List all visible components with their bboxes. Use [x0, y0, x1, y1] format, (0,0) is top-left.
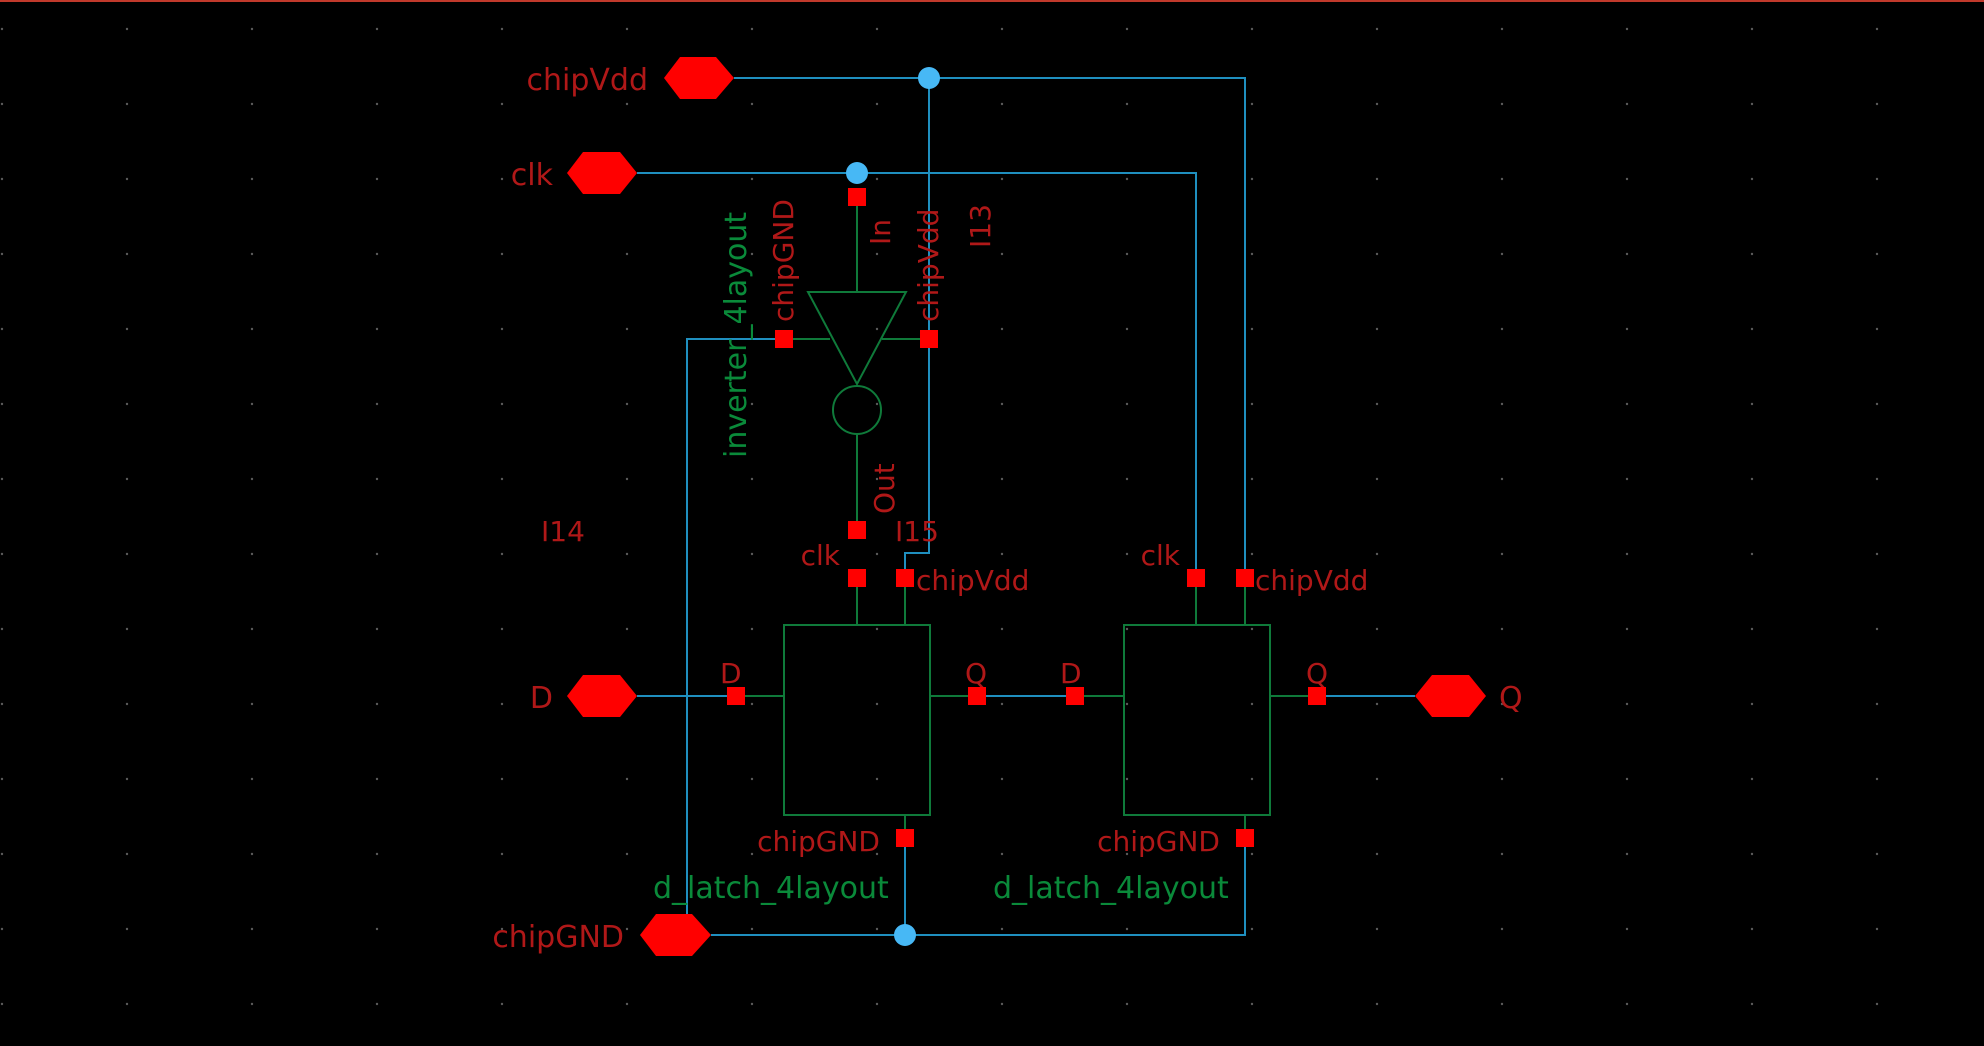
- latch2-clk-label: clk: [1141, 539, 1181, 572]
- inverter-in-terminal[interactable]: [848, 188, 866, 206]
- latch1-d-terminal[interactable]: [727, 687, 745, 705]
- terminals: [727, 188, 1326, 847]
- latch2-instance-id: I14: [541, 515, 585, 548]
- latch1-d-label: D: [720, 657, 742, 690]
- wire-clk[interactable]: [637, 172, 1197, 578]
- inverter-instance-id: I13: [964, 204, 997, 248]
- latch1-vdd-label: chipVdd: [916, 564, 1029, 597]
- latch2-gnd-terminal[interactable]: [1236, 829, 1254, 847]
- junction-gnd[interactable]: [894, 924, 916, 946]
- inverter-vdd-label: chipVdd: [912, 209, 945, 322]
- junction-vdd[interactable]: [918, 67, 940, 89]
- latch2-vdd-terminal[interactable]: [1236, 569, 1254, 587]
- latch1-q-label: Q: [965, 657, 987, 690]
- pin-labels: chipVdd clk D Q chipGND: [492, 63, 1522, 955]
- inverter-out-terminal[interactable]: [848, 521, 866, 539]
- terminal-labels: In chipGND chipVdd Out I13 clk chipVdd D…: [541, 199, 1368, 858]
- pin-label-clk: clk: [511, 158, 554, 193]
- junction-clk[interactable]: [846, 162, 868, 184]
- window-top-border: [0, 0, 1984, 2]
- pin-q-shape[interactable]: [1415, 675, 1486, 717]
- wire-vdd-latch1[interactable]: [904, 78, 930, 578]
- wire-gnd-bottom[interactable]: [711, 838, 1246, 936]
- latch1-clk-terminal[interactable]: [848, 569, 866, 587]
- latch1-vdd-terminal[interactable]: [896, 569, 914, 587]
- io-pins: [567, 57, 1486, 956]
- latch2-clk-terminal[interactable]: [1187, 569, 1205, 587]
- wire-gnd-inverter[interactable]: [686, 338, 784, 935]
- latch2-vdd-label: chipVdd: [1255, 564, 1368, 597]
- latch2-cell-name: d_latch_4layout: [993, 871, 1229, 906]
- pin-chipgnd-shape[interactable]: [640, 914, 711, 956]
- latch2-q-label: Q: [1306, 657, 1328, 690]
- inverter-out-label: Out: [868, 463, 901, 514]
- inverter-vdd-terminal[interactable]: [920, 330, 938, 348]
- latch1-gnd-label: chipGND: [757, 825, 880, 858]
- pin-label-q: Q: [1499, 681, 1523, 716]
- latch1-clk-label: clk: [801, 539, 841, 572]
- pin-label-d: D: [530, 681, 553, 716]
- wire-vdd-top[interactable]: [734, 77, 1246, 578]
- wires: [637, 77, 1415, 936]
- inverter-triangle[interactable]: [806, 291, 908, 387]
- inverter-cell-name: inverter_4layout: [719, 212, 754, 458]
- pin-d-shape[interactable]: [567, 675, 637, 717]
- latch2-q-terminal[interactable]: [1308, 687, 1326, 705]
- latch1-instance-id: I15: [895, 515, 939, 548]
- pin-label-chipgnd: chipGND: [492, 920, 624, 955]
- latch2-d-label: D: [1060, 657, 1082, 690]
- latch1-gnd-terminal[interactable]: [896, 829, 914, 847]
- inverter-gnd-terminal[interactable]: [775, 330, 793, 348]
- inverter-in-label: In: [864, 219, 897, 245]
- inverter-gnd-label: chipGND: [767, 199, 800, 322]
- pin-clk-shape[interactable]: [567, 152, 637, 194]
- pin-chipvdd-shape[interactable]: [664, 57, 734, 99]
- latch2-gnd-label: chipGND: [1097, 825, 1220, 858]
- junctions: [846, 67, 940, 946]
- latch1-q-terminal[interactable]: [968, 687, 986, 705]
- latch2-d-terminal[interactable]: [1066, 687, 1084, 705]
- pin-label-chipvdd: chipVdd: [527, 63, 649, 98]
- cell-labels: inverter_4layout d_latch_4layout d_latch…: [653, 212, 1229, 906]
- latch1-cell-name: d_latch_4layout: [653, 871, 889, 906]
